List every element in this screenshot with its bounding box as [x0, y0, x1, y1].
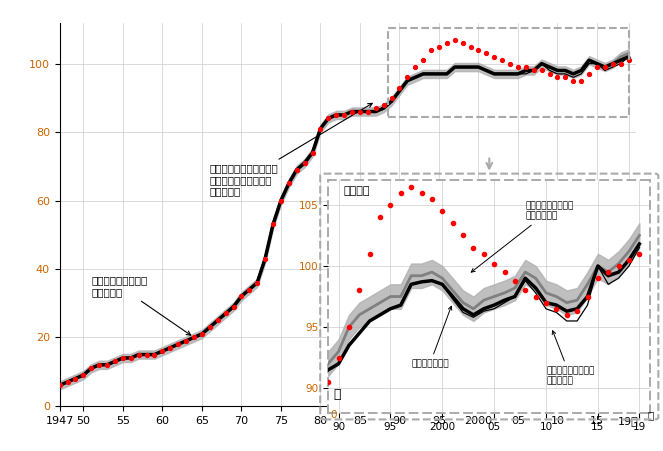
- Text: 生鮮食品を除く総合
（灰色太線）: 生鮮食品を除く総合 （灰色太線）: [471, 201, 573, 272]
- Text: 総合（黒太線）: 総合（黒太線）: [411, 306, 452, 368]
- Text: 年: 年: [648, 410, 654, 420]
- Text: 0: 0: [330, 410, 337, 420]
- Text: 縦拡大図: 縦拡大図: [343, 187, 370, 197]
- Text: 食料（酒類を除く）及び
エネルギーを除く総合
（赤点線）: 食料（酒類を除く）及び エネルギーを除く総合 （赤点線）: [210, 103, 373, 197]
- Text: 帰属家賃を除く総合
（黒細線）: 帰属家賃を除く総合 （黒細線）: [91, 275, 191, 335]
- Text: 〜: 〜: [333, 388, 341, 401]
- Text: 帰属家賃を除く総合
（黒細線）: 帰属家賃を除く総合 （黒細線）: [546, 331, 595, 386]
